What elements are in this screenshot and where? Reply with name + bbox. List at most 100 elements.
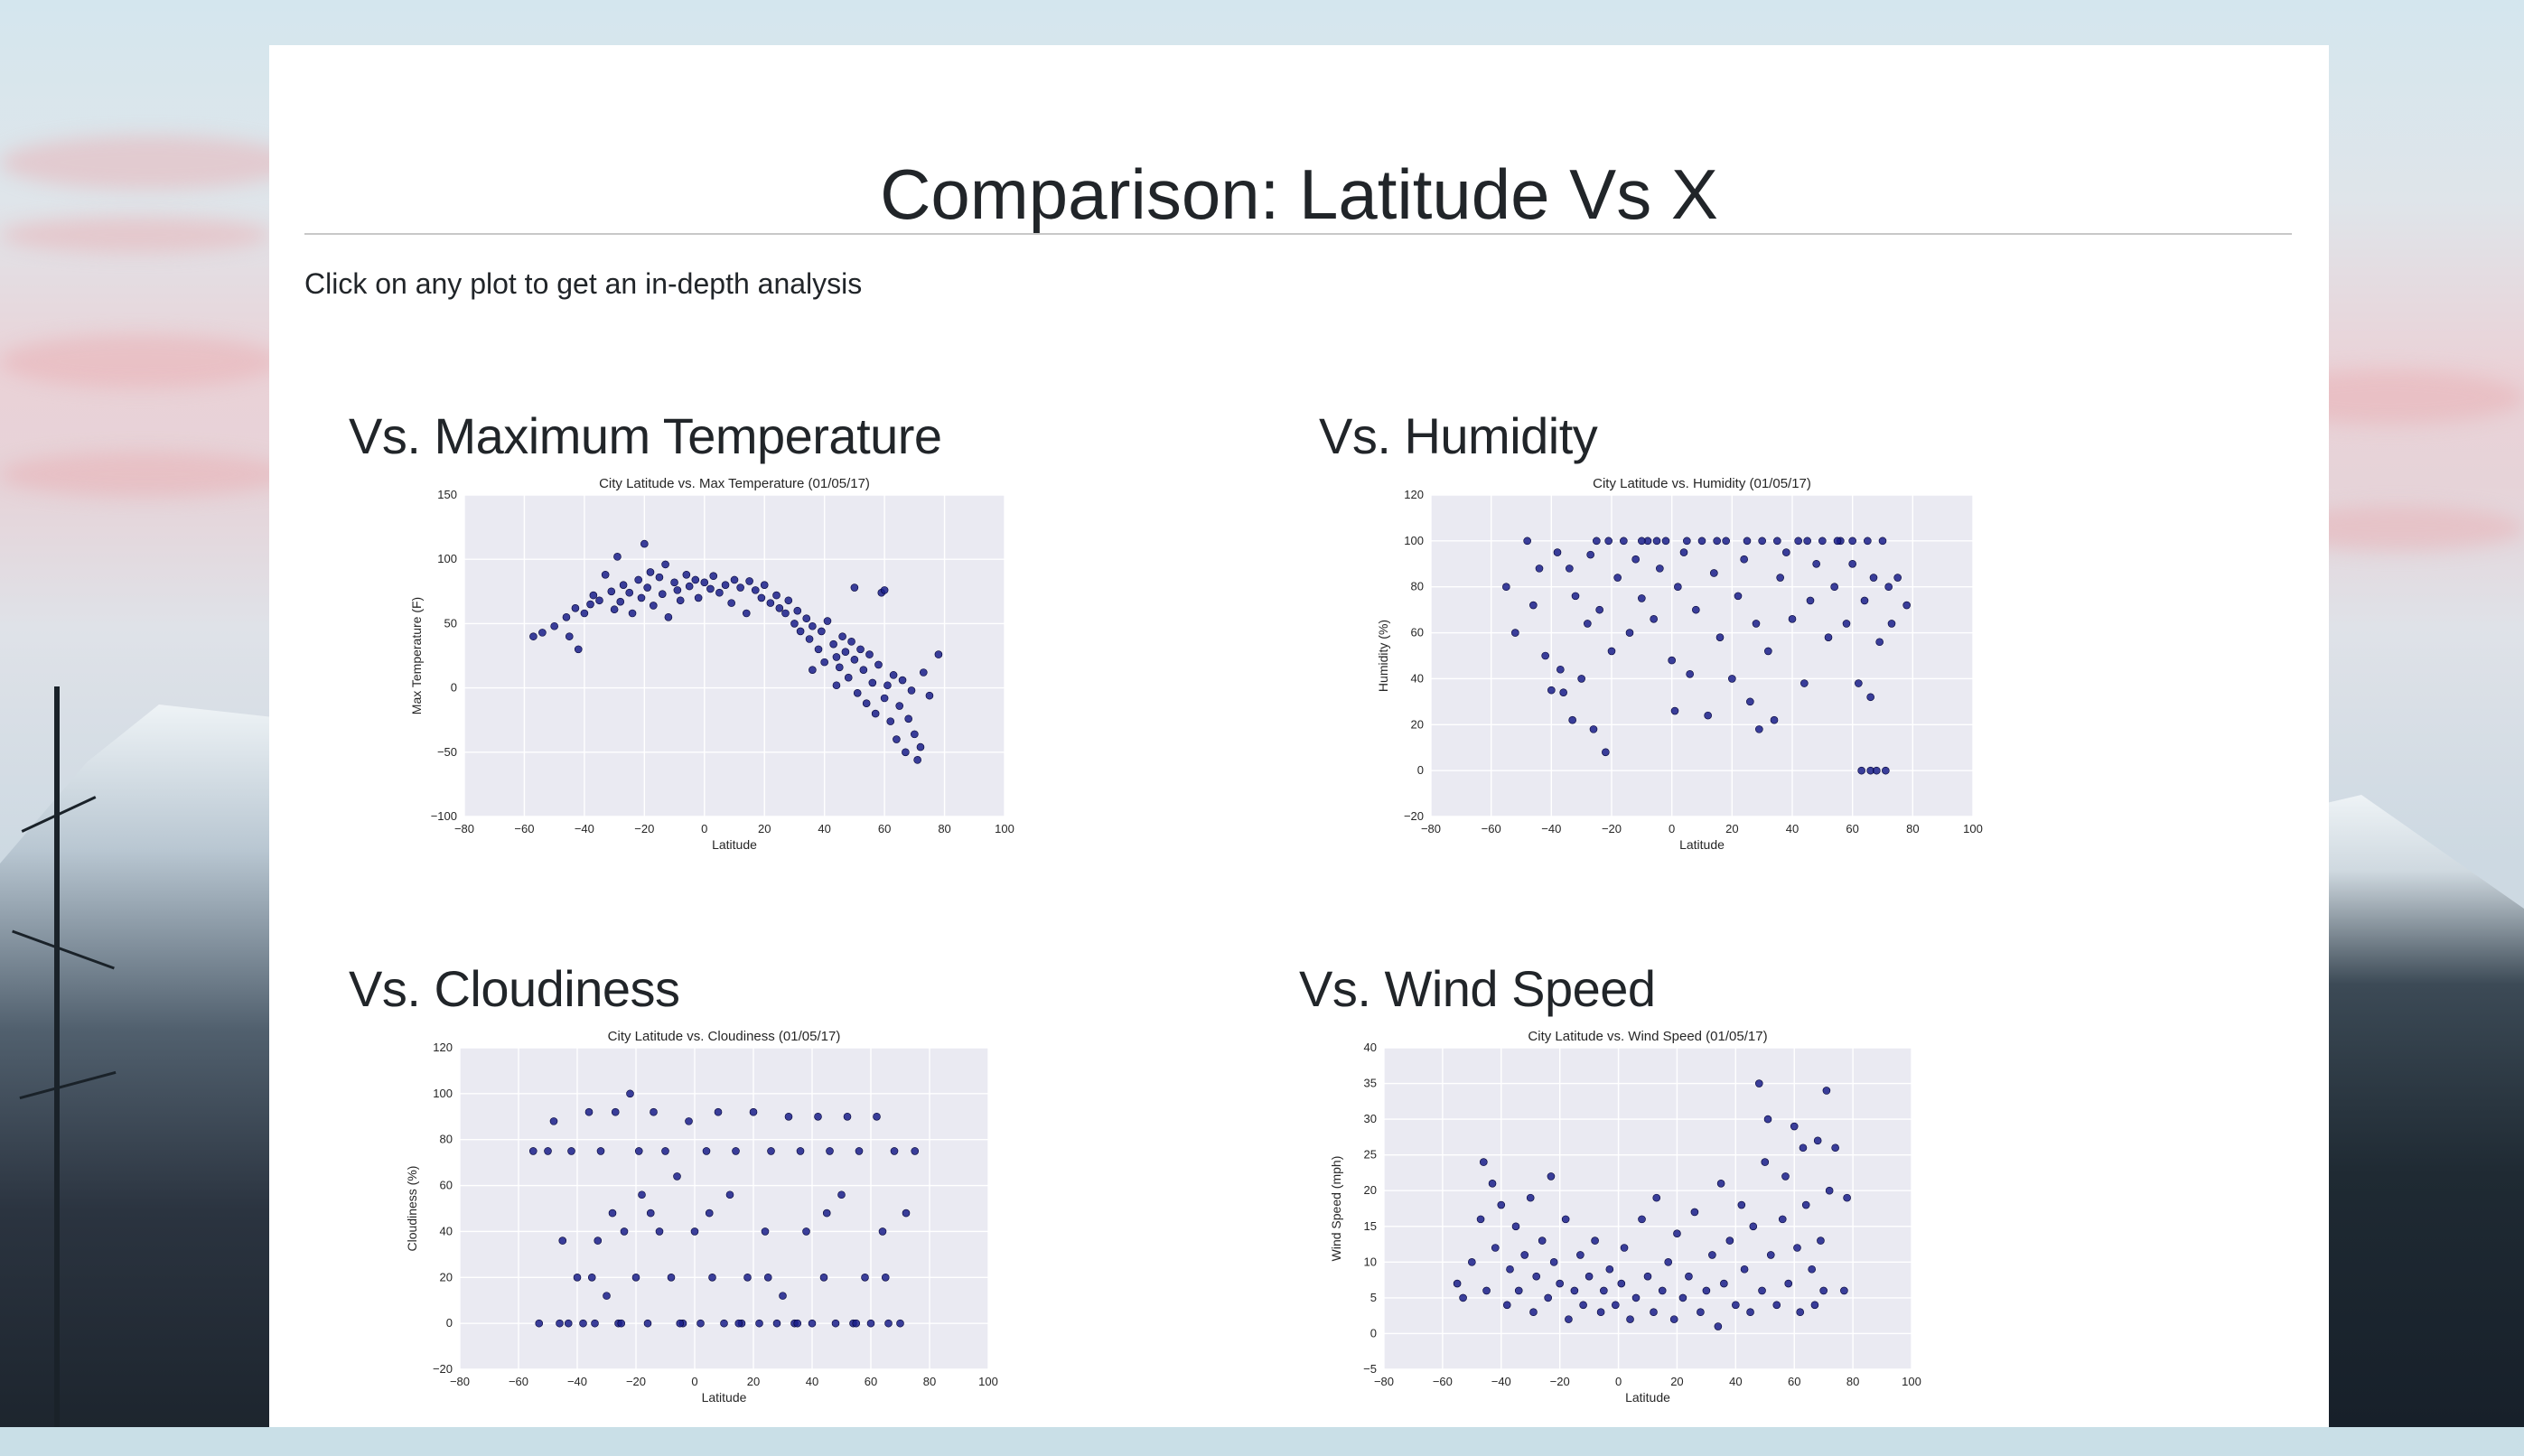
y-tick-label: 80: [1411, 580, 1424, 593]
data-point: [1612, 1301, 1620, 1310]
y-tick-label: 60: [1411, 626, 1424, 639]
data-point: [832, 681, 841, 690]
data-point: [890, 1147, 899, 1155]
x-tick-label: −60: [1482, 822, 1501, 835]
data-point: [880, 694, 889, 703]
scatter-chart: −80 −60 −40 −20 0 20 40 60 80 100 −20 0 20 40 60 80 100 1…: [405, 1029, 998, 1405]
x-tick-label: −80: [1421, 822, 1441, 835]
x-tick-label: 80: [1906, 822, 1919, 835]
data-point: [1754, 1079, 1763, 1087]
plot-wind-speed[interactable]: −80 −60 −40 −20 0 20 40 60 80 100 −5 0 5 10 15 20 25 30 35…: [1329, 1022, 1949, 1456]
data-point: [1884, 583, 1893, 592]
data-point: [673, 586, 682, 594]
x-axis-label: Latitude: [712, 837, 757, 852]
x-tick-label: 80: [1846, 1375, 1859, 1388]
data-point: [1585, 1272, 1594, 1281]
data-point: [1625, 629, 1634, 637]
data-point: [528, 1147, 538, 1155]
data-point: [696, 1319, 705, 1328]
data-point: [702, 1147, 711, 1155]
data-point: [861, 1273, 869, 1282]
data-point: [1547, 1172, 1556, 1181]
data-point: [1568, 715, 1576, 724]
data-point: [620, 1227, 629, 1236]
x-tick-label: 100: [1963, 822, 1983, 835]
data-point: [594, 1237, 603, 1245]
data-point: [1840, 1286, 1848, 1295]
data-point: [1631, 1293, 1641, 1302]
data-point: [1752, 620, 1761, 628]
data-point: [1593, 537, 1601, 546]
data-point: [1502, 1301, 1511, 1310]
data-point: [650, 1107, 658, 1116]
data-point: [1740, 1265, 1749, 1274]
data-point: [1631, 555, 1640, 564]
data-point: [1831, 1143, 1839, 1153]
data-point: [580, 609, 589, 618]
data-point: [1607, 647, 1616, 656]
data-point: [1683, 537, 1691, 546]
data-point: [709, 572, 718, 581]
scatter-chart: −80 −60 −40 −20 0 20 40 60 80 100 −5 0 5 10 15 20 25 30 35…: [1329, 1029, 1921, 1405]
data-point: [573, 1273, 582, 1282]
data-point: [1822, 1087, 1831, 1095]
plot-cloudiness[interactable]: −80 −60 −40 −20 0 20 40 60 80 100 −20 0 20 40 60 80 100 1…: [378, 1022, 998, 1456]
plot-humidity[interactable]: −80 −60 −40 −20 0 20 40 60 80 100 −20 0 20 40 60 80 100 1…: [1349, 470, 1983, 903]
data-point: [1669, 1315, 1678, 1323]
data-point: [818, 627, 826, 636]
x-tick-label: −60: [509, 1375, 528, 1388]
x-tick-label: 100: [995, 822, 1014, 835]
data-point: [1799, 1143, 1808, 1153]
section-title-cloudiness: Vs. Cloudiness: [349, 960, 680, 1017]
data-point: [730, 575, 739, 584]
data-point: [1532, 1272, 1541, 1281]
plot-area: [464, 495, 1005, 817]
data-point: [617, 1319, 626, 1328]
y-tick-label: 0: [1370, 1326, 1377, 1339]
chart-title: City Latitude vs. Cloudiness (01/05/17): [608, 1029, 841, 1044]
data-point: [1887, 620, 1896, 628]
data-point: [1869, 574, 1878, 582]
cloud: [0, 334, 280, 388]
data-point: [625, 588, 634, 597]
data-point: [886, 717, 895, 725]
data-point: [619, 581, 628, 589]
data-point: [832, 653, 841, 661]
data-point: [1697, 537, 1706, 546]
data-point: [1596, 1308, 1605, 1317]
data-point: [705, 1209, 714, 1218]
x-tick-label: −80: [450, 1375, 470, 1388]
section-title-humidity: Vs. Humidity: [1319, 407, 1598, 464]
data-point: [646, 568, 655, 576]
data-point: [1857, 766, 1865, 775]
data-point: [1511, 629, 1519, 637]
x-tick-label: 40: [1729, 1375, 1742, 1388]
data-point: [1591, 1237, 1599, 1245]
data-point: [634, 575, 642, 584]
data-point: [1643, 1272, 1652, 1281]
data-point: [1656, 565, 1664, 573]
data-point: [579, 1319, 587, 1328]
data-point: [595, 596, 603, 605]
data-point: [643, 1319, 652, 1328]
data-point: [820, 658, 828, 667]
data-point: [1514, 1286, 1523, 1295]
data-point: [1584, 620, 1592, 628]
data-point: [638, 1190, 646, 1199]
data-point: [1553, 548, 1562, 556]
data-point: [902, 748, 910, 757]
data-point: [610, 605, 619, 614]
y-tick-label: 5: [1370, 1291, 1377, 1304]
y-tick-label: 40: [1411, 671, 1424, 685]
data-point: [742, 609, 751, 618]
data-point: [1808, 1265, 1816, 1274]
data-point: [850, 655, 859, 664]
y-tick-label: −100: [431, 809, 457, 823]
y-tick-label: 120: [433, 1041, 453, 1054]
data-point: [1801, 1200, 1810, 1209]
data-point: [628, 609, 637, 618]
plot-max-temperature[interactable]: −80 −60 −40 −20 0 20 40 60 80 100 −100 −50 0 50 100 150…: [378, 470, 1014, 903]
data-point: [1743, 537, 1752, 546]
data-point: [1902, 601, 1911, 610]
data-point: [1679, 548, 1688, 556]
